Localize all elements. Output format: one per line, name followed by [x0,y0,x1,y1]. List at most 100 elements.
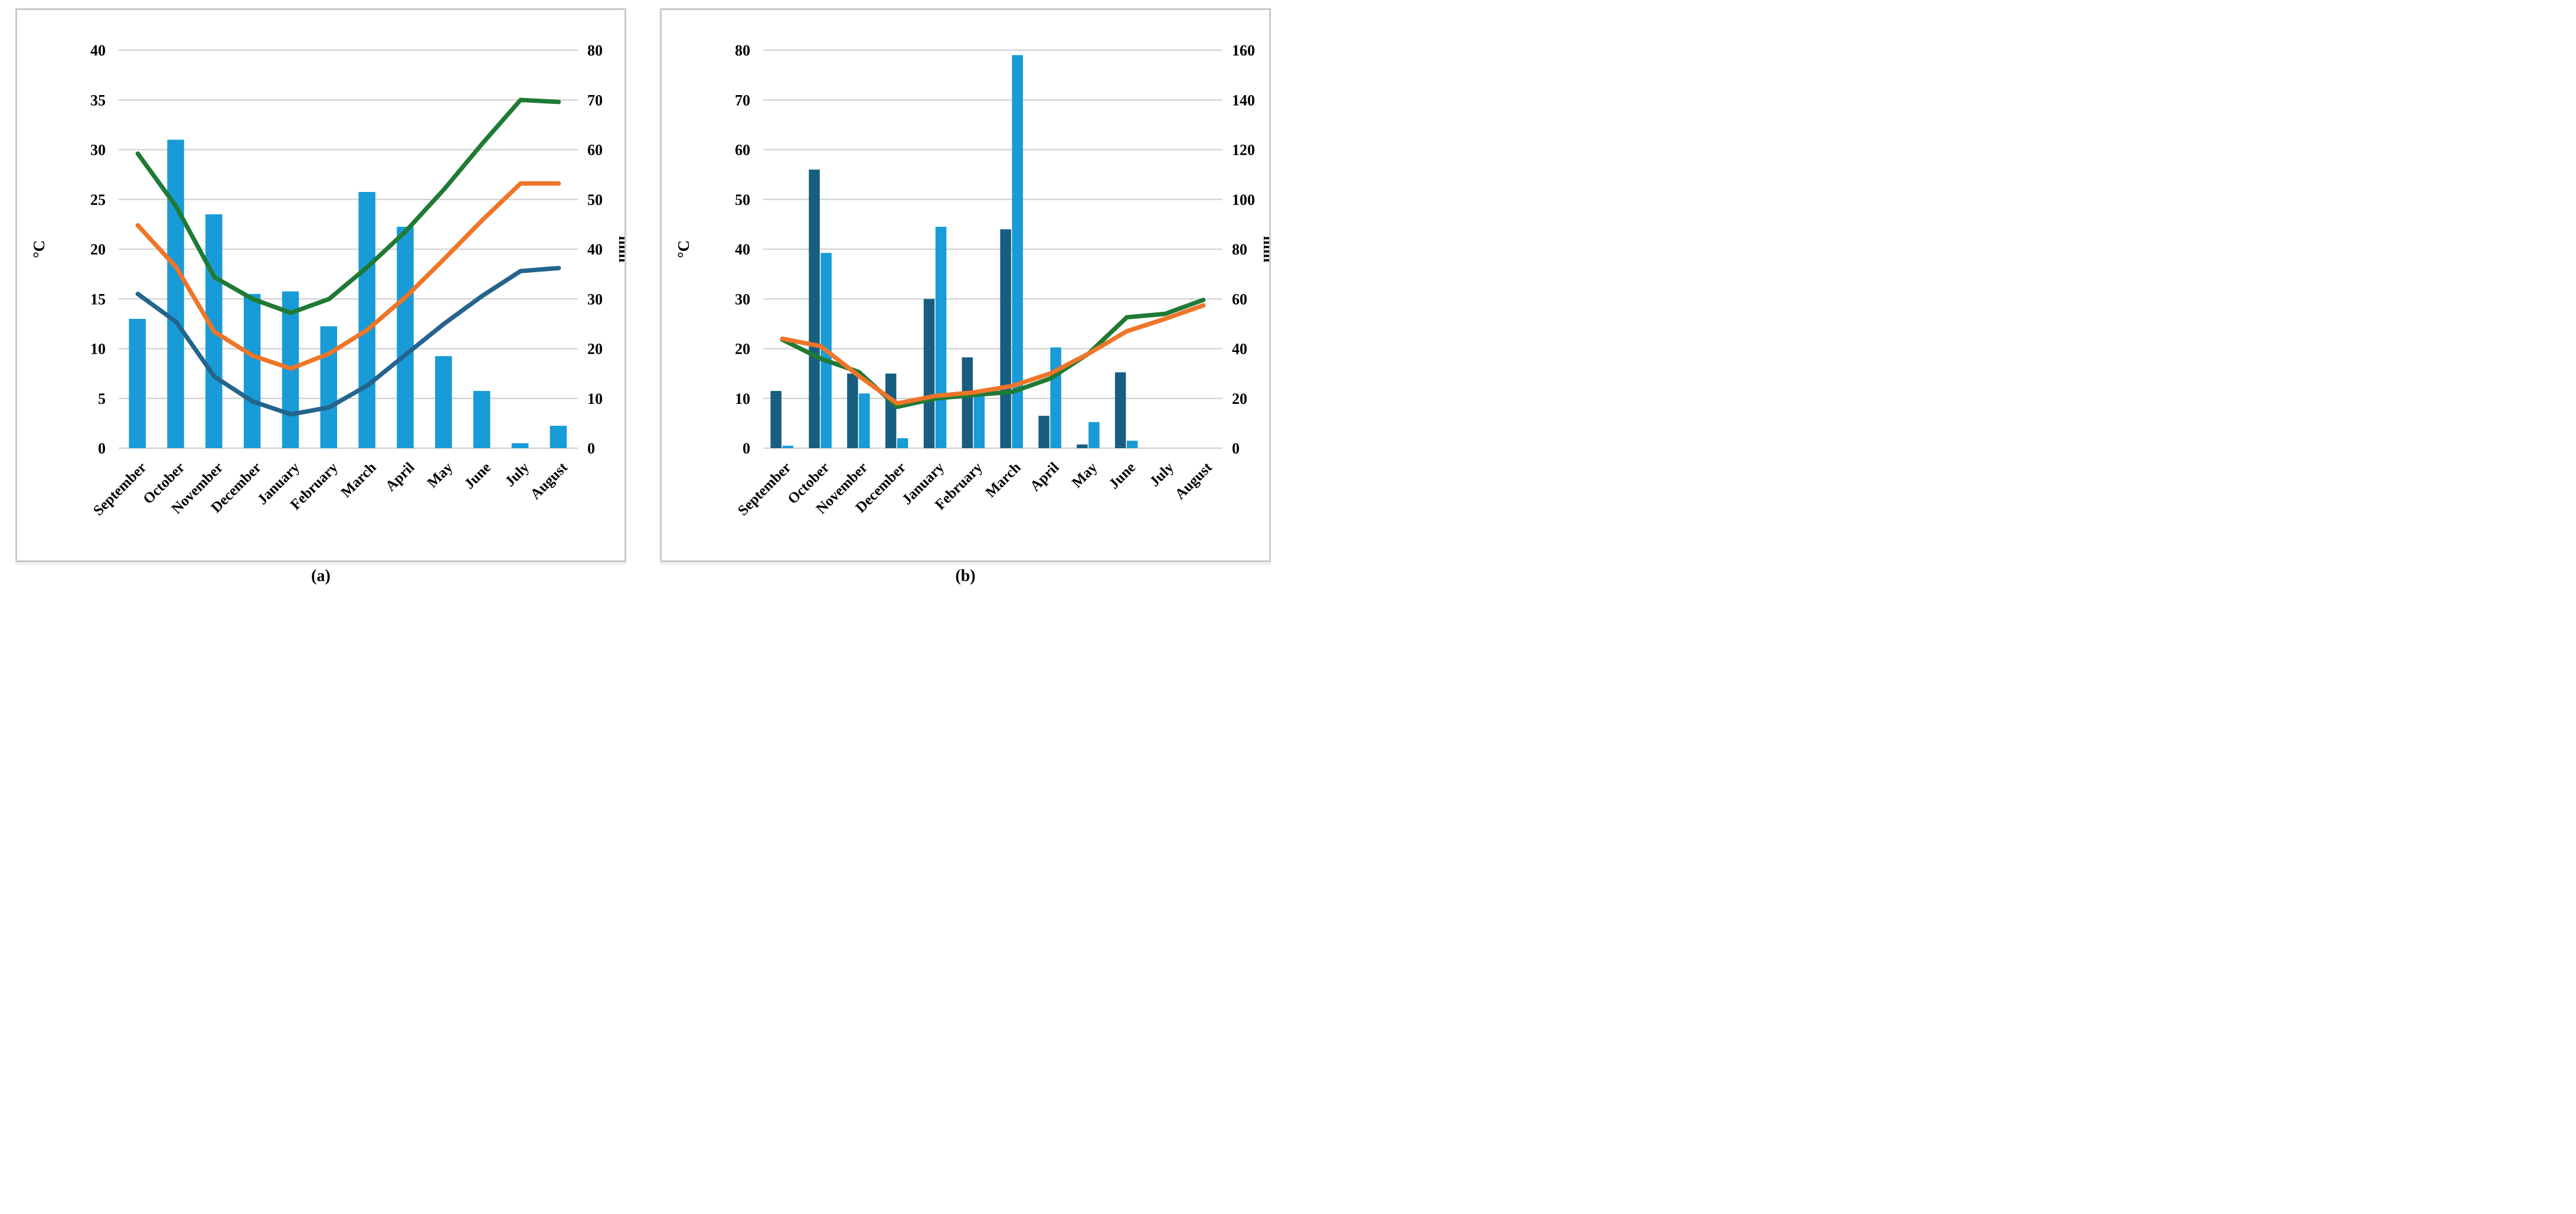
right-axis-tick-label: 80 [1232,241,1247,258]
left-axis-tick-label: 0 [743,440,750,457]
bar-June [1126,440,1138,448]
bar-March [358,192,375,448]
right-axis-unit-label: mm [616,236,625,263]
right-axis-tick-label: 120 [1232,142,1255,159]
bar-December [897,438,908,448]
left-axis-tick-label: 40 [90,42,106,59]
bar-March [1000,229,1011,448]
month-label-july: July [1146,459,1177,490]
left-axis-tick-label: 40 [735,241,750,258]
bar-October [809,169,820,448]
left-axis-tick-label: 30 [90,142,106,159]
left-axis-tick-label: 5 [98,390,106,407]
chart-b-svg: 0 0 10 20 20 40 30 60 40 80 50 100 60 120 70 140 80 160 °C… [675,42,1269,519]
bar-May [1088,422,1100,448]
month-label-march: March [983,459,1024,501]
bar-September [770,391,782,448]
month-label-july: July [502,459,532,490]
bar-November [847,373,858,448]
bar-October [167,139,184,449]
bar-June [1114,372,1126,448]
left-axis-tick-label: 80 [735,42,750,59]
chart-panel-b: 0 0 10 20 20 40 30 60 40 80 50 100 60 120 70 140 80 160 °C… [660,8,1271,562]
left-axis-tick-label: 10 [90,341,106,358]
right-axis-tick-label: 60 [587,142,603,159]
month-label-may: May [1069,459,1101,491]
right-axis-tick-label: 0 [1232,440,1240,457]
bar-March [1012,55,1023,448]
bar-April [397,227,414,448]
bar-April [1038,416,1050,448]
left-axis-tick-label: 15 [90,291,106,308]
month-axis-labels: SeptemberOctoberNovemberDecemberJanuaryF… [735,459,1215,519]
bar-September [782,445,793,448]
left-axis-tick-label: 35 [90,92,106,109]
right-axis-tick-label: 40 [587,241,603,258]
left-axis-tick-label: 50 [735,191,750,208]
left-axis-tick-label: 30 [735,291,750,308]
left-axis-tick-label: 60 [735,142,750,159]
left-axis-tick-label: 0 [98,440,106,457]
orange-line-mean-temperature [135,181,561,371]
right-axis-tick-label: 70 [587,92,603,109]
month-label-september: September [90,459,150,519]
right-axis-tick-label: 60 [1232,291,1247,308]
right-axis-tick-label: 160 [1232,42,1255,59]
gridlines-and-ticks: 0 0 10 20 20 40 30 60 40 80 50 100 60 120 70 140 80 160 [735,42,1255,457]
right-axis-tick-label: 100 [1232,191,1255,208]
bar-February [320,326,338,448]
bar-May [435,356,452,448]
bar-January [923,299,935,449]
right-axis-tick-label: 10 [587,390,603,407]
month-label-june: June [462,459,494,492]
gridlines-and-ticks: 0 0 5 10 10 20 15 30 20 40 25 50 30 60 35 70 40 80 [90,42,603,457]
right-axis-tick-label: 20 [587,341,603,358]
green-line-max-temperature [135,97,561,315]
bar-September [129,319,146,448]
month-label-september: September [735,459,795,519]
bar-June [473,391,491,448]
bar-April [1050,347,1061,448]
right-axis-tick-label: 0 [587,440,595,457]
left-axis-tick-label: 20 [90,241,106,258]
bar-November [859,393,870,448]
bar-series-dark-blue-precipitation-bars [770,169,1126,449]
chart-panel-a: 0 0 5 10 10 20 15 30 20 40 25 50 30 60 35 70 40 80 °C mm Sep… [15,8,626,562]
figure-two-climographs: 0 0 5 10 10 20 15 30 20 40 25 50 30 60 35 70 40 80 °C mm Sep… [0,0,1288,607]
chart-a-svg: 0 0 5 10 10 20 15 30 20 40 25 50 30 60 35 70 40 80 °C mm Sep… [30,42,625,519]
bar-series-light-blue-precipitation-bars [782,55,1138,448]
month-label-may: May [424,459,456,491]
right-axis-unit-label: mm [1260,236,1269,263]
bar-February [973,394,985,448]
steel-blue-line-min-temperature [135,266,561,417]
left-axis-unit-label: °C [30,240,48,258]
caption-a: (a) [311,567,331,585]
month-label-april: April [1027,459,1062,494]
bar-August [550,426,567,448]
right-axis-tick-label: 40 [1232,341,1247,358]
bar-February [962,357,973,448]
bar-July [511,443,529,448]
left-axis-tick-label: 10 [735,390,750,407]
month-label-march: March [338,459,380,501]
orange-temperature-line [780,303,1206,406]
month-label-june: June [1106,459,1139,492]
right-axis-tick-label: 20 [1232,390,1247,407]
bar-December [885,373,897,448]
left-axis-unit-label: °C [675,240,692,258]
left-axis-tick-label: 20 [735,341,750,358]
right-axis-tick-label: 30 [587,291,603,308]
right-axis-tick-label: 140 [1232,92,1255,109]
left-axis-tick-label: 70 [735,92,750,109]
bar-December [243,293,261,448]
month-label-august: August [1172,459,1216,503]
month-label-august: August [528,459,571,503]
right-axis-tick-label: 50 [587,191,603,208]
month-axis-labels: SeptemberOctoberNovemberDecemberJanuaryF… [90,459,571,519]
caption-b: (b) [955,567,976,585]
month-label-april: April [383,459,417,494]
bar-series-light-blue-precipitation-bars [129,139,567,449]
left-axis-tick-label: 25 [90,191,106,208]
right-axis-tick-label: 80 [587,42,603,59]
bar-January [935,227,947,448]
